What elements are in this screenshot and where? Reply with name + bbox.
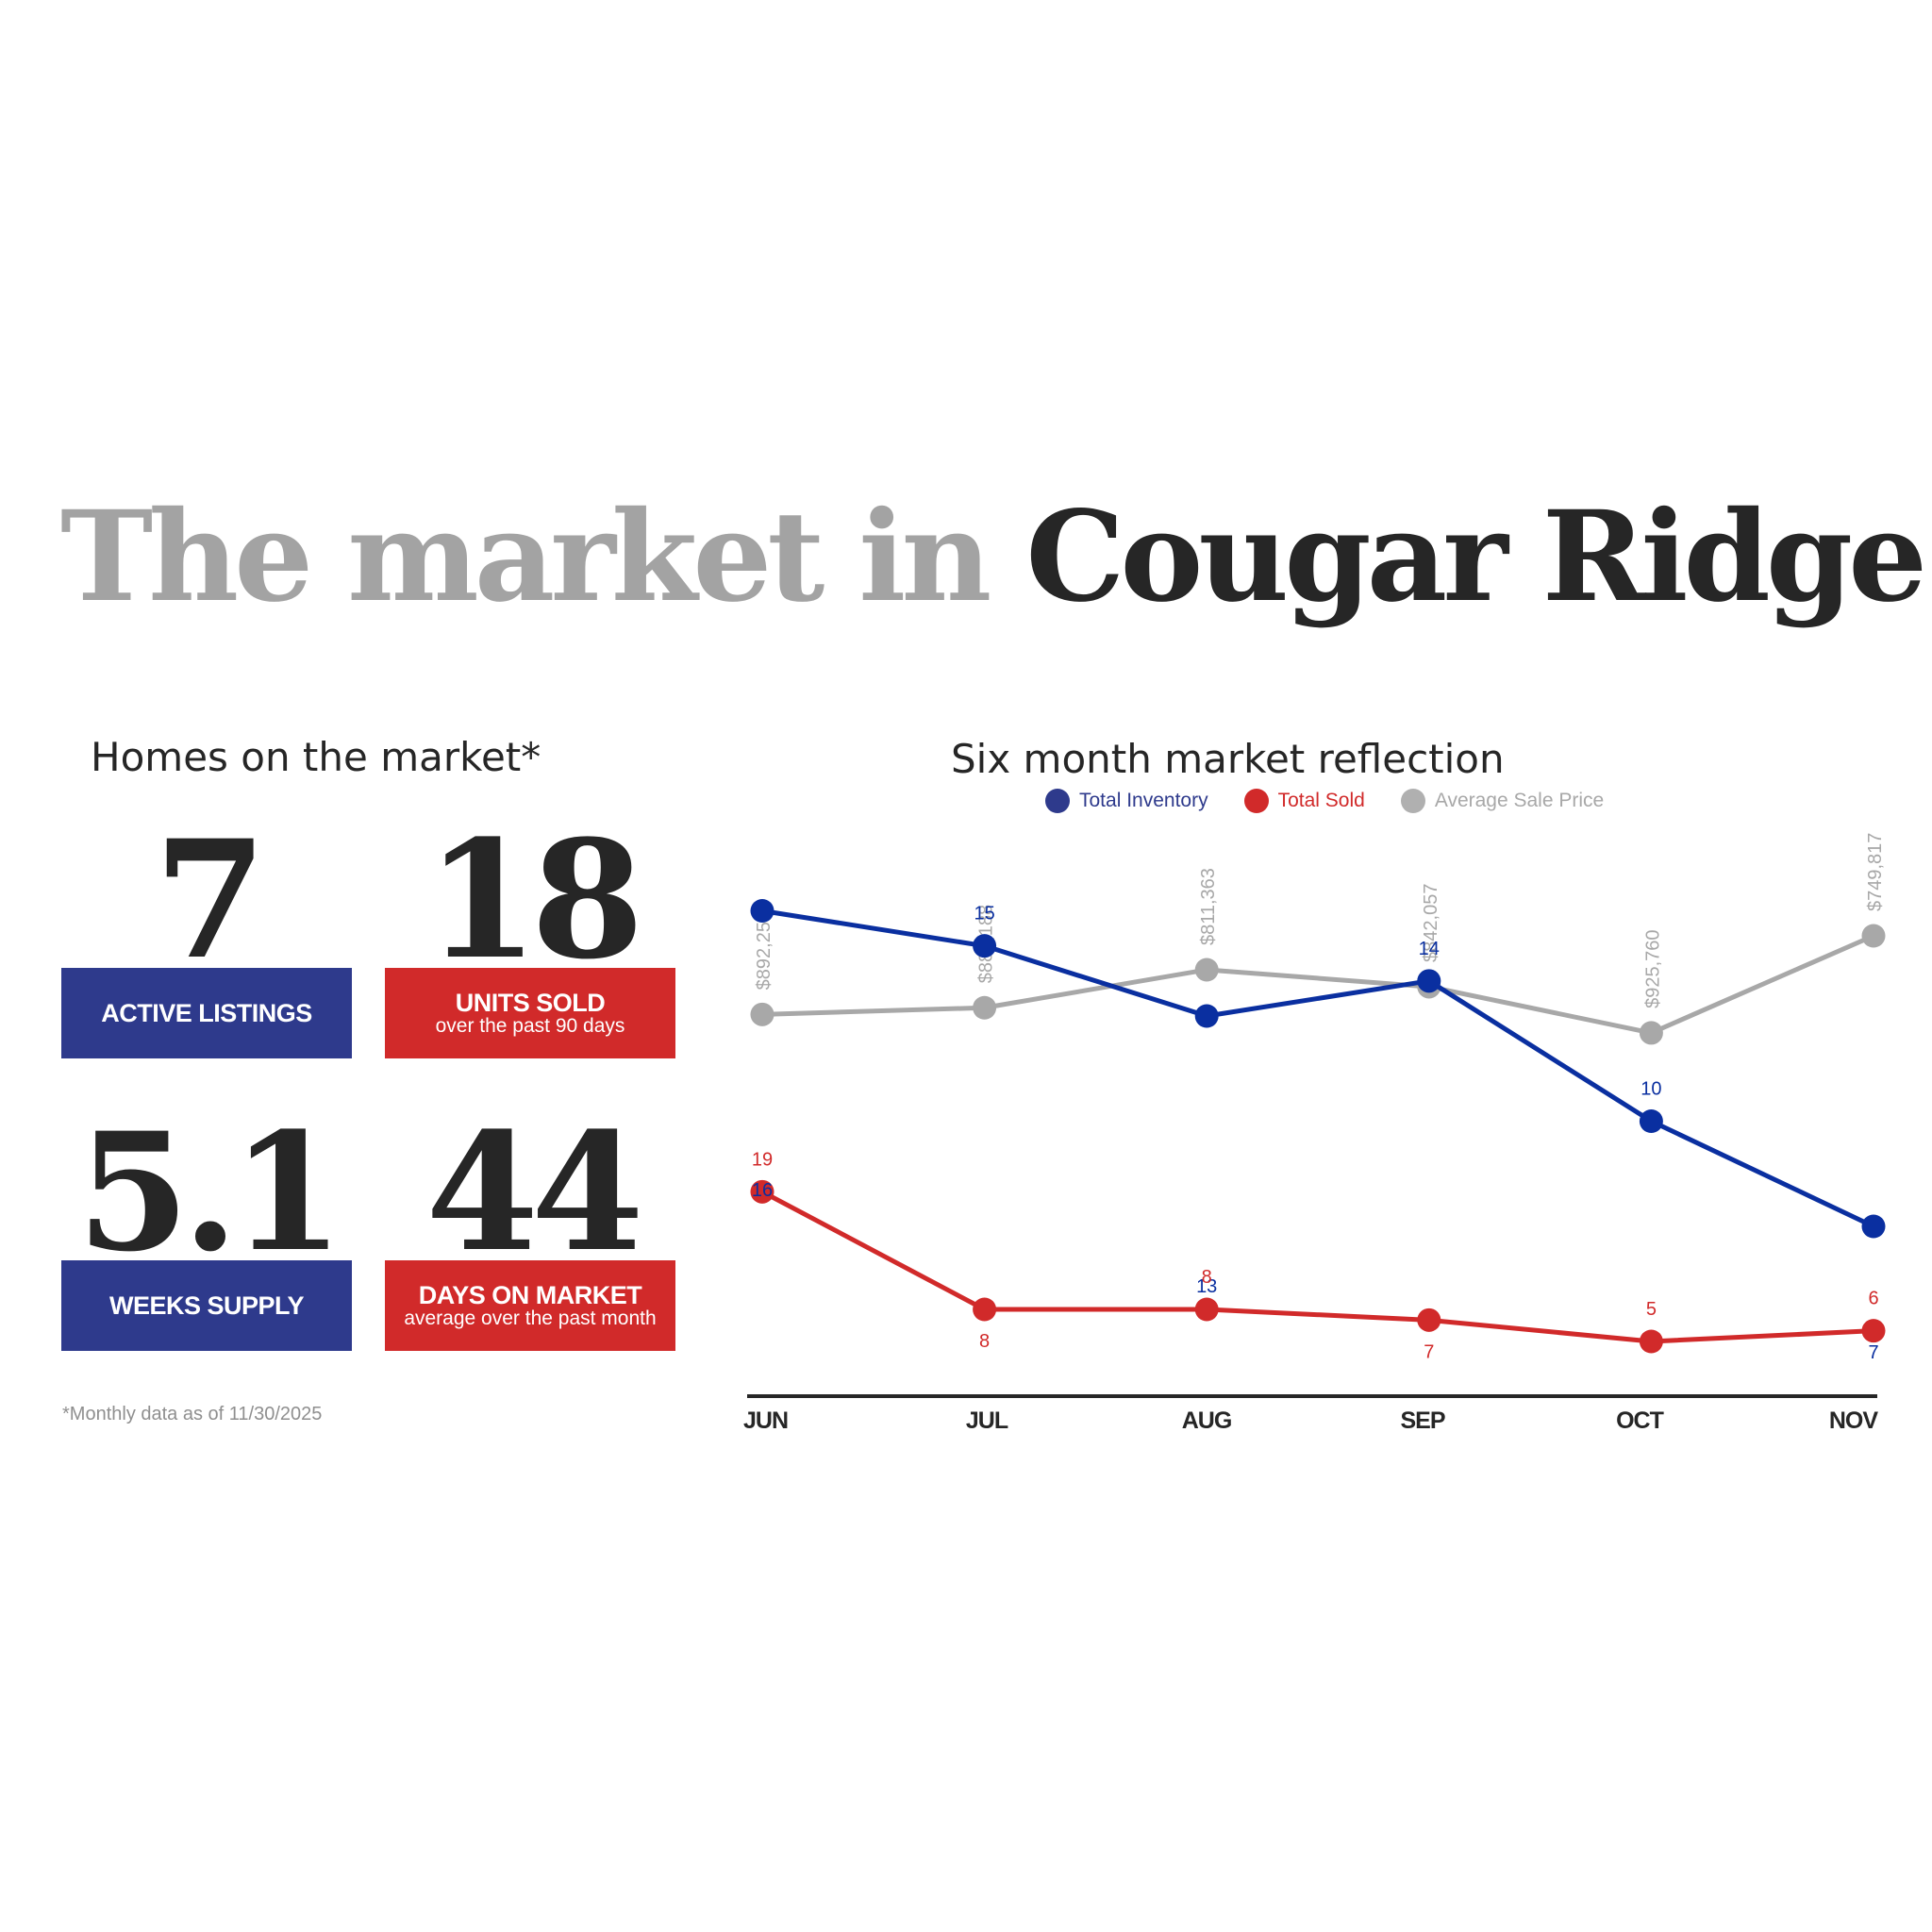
- price-point-jun: [750, 1002, 774, 1026]
- legend-label-inventory: Total Inventory: [1079, 790, 1208, 811]
- active-listings-value: 7: [154, 804, 267, 995]
- data-footnote: *Monthly data as of 11/30/2025: [62, 1404, 323, 1424]
- inventory-line: [761, 908, 1875, 1229]
- units-sold-box: UNITS SOLD over the past 90 days: [385, 968, 675, 1058]
- inventory-point-jul: [973, 934, 997, 958]
- sold-point-jun: [750, 1179, 774, 1204]
- inventory-point-aug: [1194, 1004, 1219, 1028]
- x-tick-label-sep: SEP: [1400, 1407, 1444, 1434]
- chart-title: Six month market reflection: [951, 736, 1505, 782]
- sold-point-nov: [1861, 1319, 1886, 1343]
- days-on-market-label: DAYS ON MARKET: [418, 1280, 642, 1309]
- days-on-market-value: 44: [425, 1096, 643, 1288]
- page-headline: The market in Cougar Ridge: [60, 495, 1927, 620]
- days-on-market-sub: average over the past month: [404, 1307, 657, 1330]
- inventory-label-nov: 7: [1868, 1342, 1878, 1363]
- weeks-supply-box: WEEKS SUPPLY: [61, 1260, 352, 1351]
- legend-item-price: Average Sale Price: [1400, 789, 1605, 813]
- x-tick-label-aug: AUG: [1182, 1407, 1232, 1434]
- sold-label-oct: 5: [1646, 1299, 1657, 1320]
- price-point-oct: [1639, 1021, 1663, 1045]
- sold-label-jul: 8: [979, 1331, 990, 1352]
- legend-label-price: Average Sale Price: [1434, 790, 1605, 811]
- price-point-nov: [1861, 924, 1886, 948]
- sold-label-jun: 19: [752, 1149, 773, 1170]
- headline-prefix: The market in: [60, 484, 1026, 630]
- legend-item-sold: Total Sold: [1243, 789, 1365, 813]
- x-tick-label-nov: NOV: [1829, 1407, 1879, 1434]
- homes-section-title: Homes on the market*: [91, 734, 541, 780]
- inventory-label-oct: 10: [1641, 1079, 1661, 1100]
- price-line: [761, 933, 1875, 1036]
- active-listings-box: ACTIVE LISTINGS: [61, 968, 352, 1058]
- legend-dot-price-icon: [1400, 789, 1425, 813]
- units-sold-sub: over the past 90 days: [435, 1015, 625, 1038]
- price-label-oct: $925,760: [1642, 929, 1663, 1008]
- units-sold-value: 18: [425, 804, 643, 995]
- price-label-sep: $842,057: [1421, 884, 1441, 962]
- sold-label-sep: 7: [1424, 1341, 1434, 1362]
- inventory-point-oct: [1639, 1109, 1663, 1133]
- days-on-market-box: DAYS ON MARKET average over the past mon…: [385, 1260, 675, 1351]
- price-label-nov: $749,817: [1865, 833, 1886, 911]
- price-point-jul: [973, 995, 997, 1020]
- sold-label-aug: 8: [1202, 1267, 1212, 1288]
- weeks-supply-value: 5.1: [76, 1096, 343, 1288]
- price-point-aug: [1194, 958, 1219, 982]
- chart-legend: Total Inventory Total Sold Average Sale …: [1045, 789, 1640, 813]
- x-tick-label-jun: JUN: [743, 1407, 788, 1434]
- inventory-label-jun: 16: [752, 1180, 773, 1201]
- sold-point-jul: [973, 1297, 997, 1322]
- headline-location: Cougar Ridge: [1025, 484, 1927, 630]
- x-tick-label-oct: OCT: [1616, 1407, 1664, 1434]
- sold-label-nov: 6: [1868, 1289, 1878, 1309]
- weeks-supply-label: WEEKS SUPPLY: [108, 1291, 305, 1320]
- x-tick-label-jul: JUL: [966, 1407, 1008, 1434]
- inventory-point-jun: [750, 899, 774, 923]
- units-sold-label: UNITS SOLD: [455, 988, 606, 1017]
- inventory-label-sep: 14: [1419, 939, 1440, 959]
- price-label-aug: $811,363: [1198, 868, 1219, 945]
- sold-point-aug: [1194, 1297, 1219, 1322]
- inventory-label-aug: 13: [1196, 1276, 1217, 1297]
- inventory-point-sep: [1417, 969, 1441, 993]
- price-label-jun: $892,256: [754, 911, 774, 990]
- legend-label-sold: Total Sold: [1277, 790, 1365, 811]
- legend-dot-inventory-icon: [1045, 789, 1070, 813]
- inventory-label-jul: 15: [974, 904, 994, 924]
- active-listings-label: ACTIVE LISTINGS: [101, 998, 312, 1027]
- legend-dot-sold-icon: [1243, 789, 1269, 813]
- sold-line: [760, 1190, 1874, 1344]
- inventory-point-nov: [1861, 1214, 1886, 1239]
- sold-point-sep: [1417, 1307, 1441, 1332]
- legend-item-inventory: Total Inventory: [1045, 789, 1208, 813]
- sold-point-oct: [1639, 1329, 1663, 1354]
